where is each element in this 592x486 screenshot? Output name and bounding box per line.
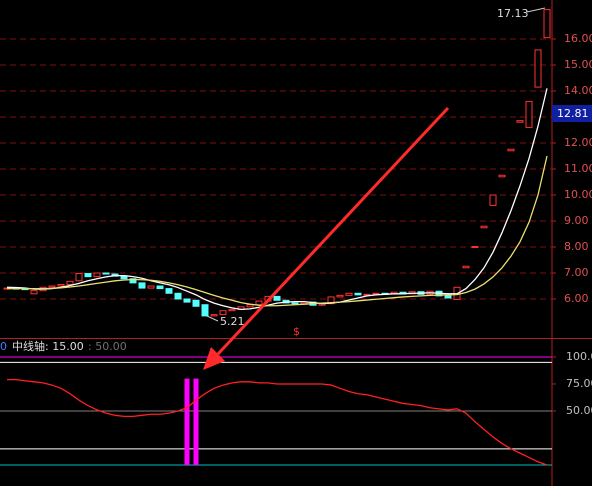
y-tick-label: 100.00 bbox=[566, 350, 592, 363]
candle bbox=[345, 292, 353, 296]
candle bbox=[291, 302, 299, 305]
candle bbox=[489, 194, 497, 206]
candle bbox=[75, 273, 83, 282]
y-tick-label: 6.00 bbox=[564, 292, 589, 305]
candle bbox=[102, 272, 110, 275]
candle bbox=[84, 273, 92, 278]
y-tick-label: 12.00 bbox=[564, 136, 592, 149]
candle bbox=[48, 285, 56, 288]
y-tick-label: 15.00 bbox=[564, 58, 592, 71]
indicator-panel: 50.00 75.00 100.00 bbox=[0, 350, 592, 466]
candle bbox=[525, 100, 533, 128]
candle bbox=[192, 299, 200, 307]
candle bbox=[174, 292, 182, 300]
candle bbox=[471, 245, 479, 249]
candle bbox=[66, 280, 74, 285]
candle bbox=[516, 120, 524, 123]
y-tick-label: 10.00 bbox=[564, 188, 592, 201]
candle bbox=[93, 272, 101, 278]
y-tick-label: 9.00 bbox=[564, 214, 589, 227]
candle bbox=[57, 283, 65, 287]
candle bbox=[219, 310, 227, 316]
line bbox=[7, 155, 548, 307]
candle bbox=[129, 278, 137, 284]
candle bbox=[444, 295, 452, 299]
y-tick-label: 11.00 bbox=[564, 162, 592, 175]
y-tick-label: 8.00 bbox=[564, 240, 589, 253]
candle bbox=[273, 295, 281, 301]
candle bbox=[498, 174, 506, 178]
y-tick-label: 16.00 bbox=[564, 32, 592, 45]
leader bbox=[206, 315, 219, 322]
candle bbox=[462, 265, 470, 269]
candle bbox=[30, 290, 38, 295]
header-text: 0 bbox=[0, 340, 7, 353]
y-tick-label: 14.00 bbox=[564, 84, 592, 97]
candle bbox=[534, 49, 542, 88]
last-price: 12.81 bbox=[557, 107, 589, 120]
line bbox=[6, 88, 548, 311]
signal-bar bbox=[184, 378, 190, 466]
candle bbox=[228, 308, 236, 312]
candle bbox=[120, 275, 128, 280]
candle bbox=[354, 292, 362, 296]
arrow bbox=[216, 106, 450, 356]
signal-bar bbox=[193, 378, 199, 466]
candle bbox=[507, 148, 515, 152]
candle bbox=[156, 285, 164, 290]
candle bbox=[147, 285, 155, 289]
candle bbox=[210, 314, 218, 317]
low-label: 5.21 bbox=[220, 315, 245, 328]
y-tick-label: 7.00 bbox=[564, 266, 589, 279]
header-text: 中线轴: 15.00 bbox=[12, 339, 84, 353]
candle bbox=[336, 294, 344, 298]
header-text: : 50.00 bbox=[88, 340, 127, 353]
price-box bbox=[552, 105, 592, 122]
arrow-head bbox=[203, 347, 225, 370]
candle bbox=[543, 9, 551, 39]
leader bbox=[526, 7, 546, 13]
candle bbox=[165, 288, 173, 294]
candle bbox=[255, 300, 263, 306]
marker: $ bbox=[293, 325, 300, 338]
high-label: 17.13 bbox=[497, 7, 529, 20]
line bbox=[7, 379, 548, 466]
candle bbox=[183, 298, 191, 303]
candle bbox=[480, 225, 488, 229]
candle bbox=[201, 304, 209, 317]
y-tick-label: 75.00 bbox=[566, 377, 592, 390]
y-tick-label: 50.00 bbox=[566, 404, 592, 417]
candle bbox=[138, 282, 146, 289]
price-panel: 6.007.008.009.0010.0011.0012.0013.0014.0… bbox=[0, 9, 592, 317]
